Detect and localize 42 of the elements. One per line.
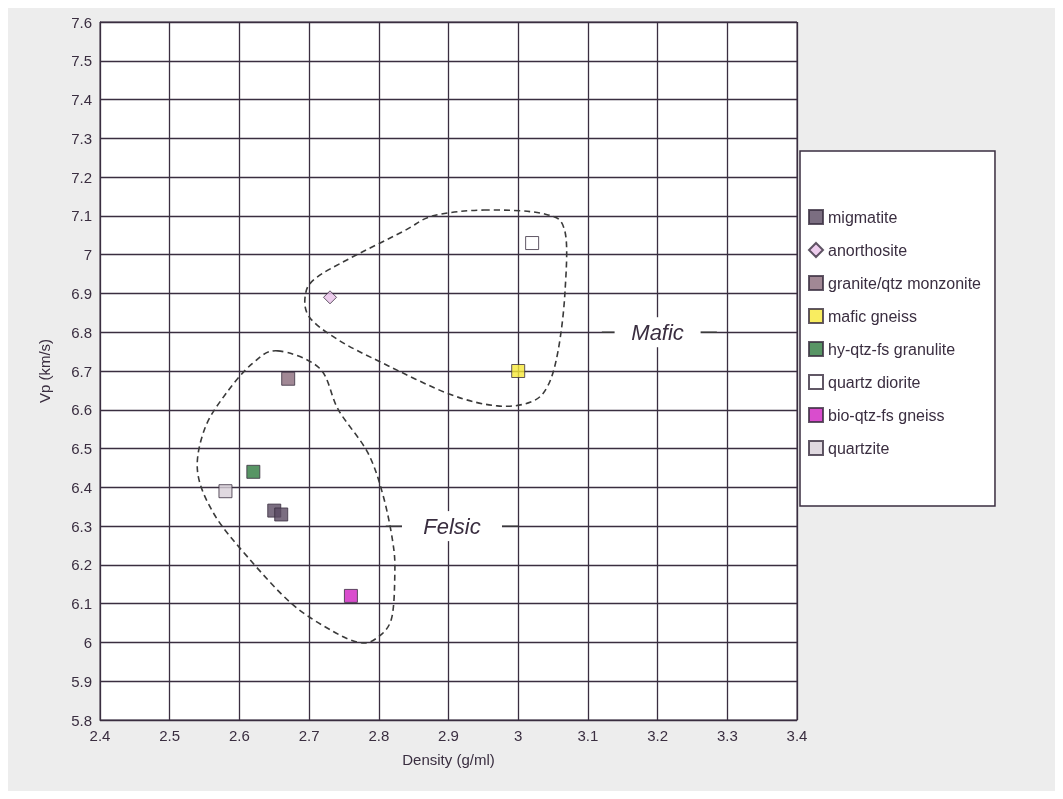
x-tick-label: 2.9 — [438, 727, 459, 744]
y-axis-title: Vp (km/s) — [36, 338, 53, 404]
x-tick-label: 3.2 — [647, 727, 669, 744]
legend-label: bio-qtz-fs gneiss — [828, 406, 945, 424]
y-tick-label: 6.2 — [71, 556, 92, 574]
y-tick-label: 6.7 — [71, 362, 92, 380]
y-tick-label: 7.6 — [71, 13, 92, 31]
legend-label: hy-qtz-fs granulite — [828, 340, 956, 358]
y-tick-label: 7.2 — [71, 168, 92, 186]
x-tick-label: 3 — [514, 727, 523, 744]
y-tick-label: 7.4 — [71, 91, 92, 109]
legend-label: quartzite — [828, 439, 890, 457]
x-tick-label: 2.4 — [89, 727, 111, 744]
x-tick-label: 2.6 — [228, 727, 250, 744]
x-tick-label: 2.5 — [159, 727, 181, 744]
legend-label: anorthosite — [828, 241, 908, 259]
x-tick-label: 2.8 — [368, 727, 390, 744]
y-tick-label: 5.8 — [71, 711, 92, 729]
x-tick-label: 2.7 — [298, 727, 320, 744]
x-tick-label: 3.3 — [716, 727, 738, 744]
x-tick-label: 3.4 — [786, 727, 808, 744]
legend-label: granite/qtz monzonite — [828, 274, 982, 292]
y-tick-label: 6.1 — [71, 595, 92, 613]
y-tick-label: 6.3 — [71, 517, 92, 535]
annotation: Felsic — [423, 514, 481, 540]
y-tick-label: 6.8 — [71, 323, 92, 341]
annotation: Mafic — [631, 320, 684, 346]
y-tick-label: 6.4 — [71, 478, 92, 496]
y-tick-label: 7.1 — [71, 207, 92, 225]
y-tick-label: 7.3 — [71, 129, 92, 147]
y-tick-label: 5.9 — [71, 672, 92, 690]
y-tick-label: 7 — [83, 246, 92, 264]
y-tick-label: 6.6 — [71, 401, 92, 419]
x-axis-title: Density (g/ml) — [402, 751, 495, 768]
y-tick-label: 6.5 — [71, 440, 92, 458]
legend-label: mafic gneiss — [828, 307, 917, 325]
y-tick-label: 7.5 — [71, 52, 92, 70]
y-tick-label: 6.9 — [71, 284, 92, 302]
legend-label: migmatite — [828, 208, 898, 226]
legend-label: quartz diorite — [828, 373, 921, 391]
x-tick-label: 3.1 — [577, 727, 599, 744]
y-tick-label: 6 — [83, 633, 92, 651]
